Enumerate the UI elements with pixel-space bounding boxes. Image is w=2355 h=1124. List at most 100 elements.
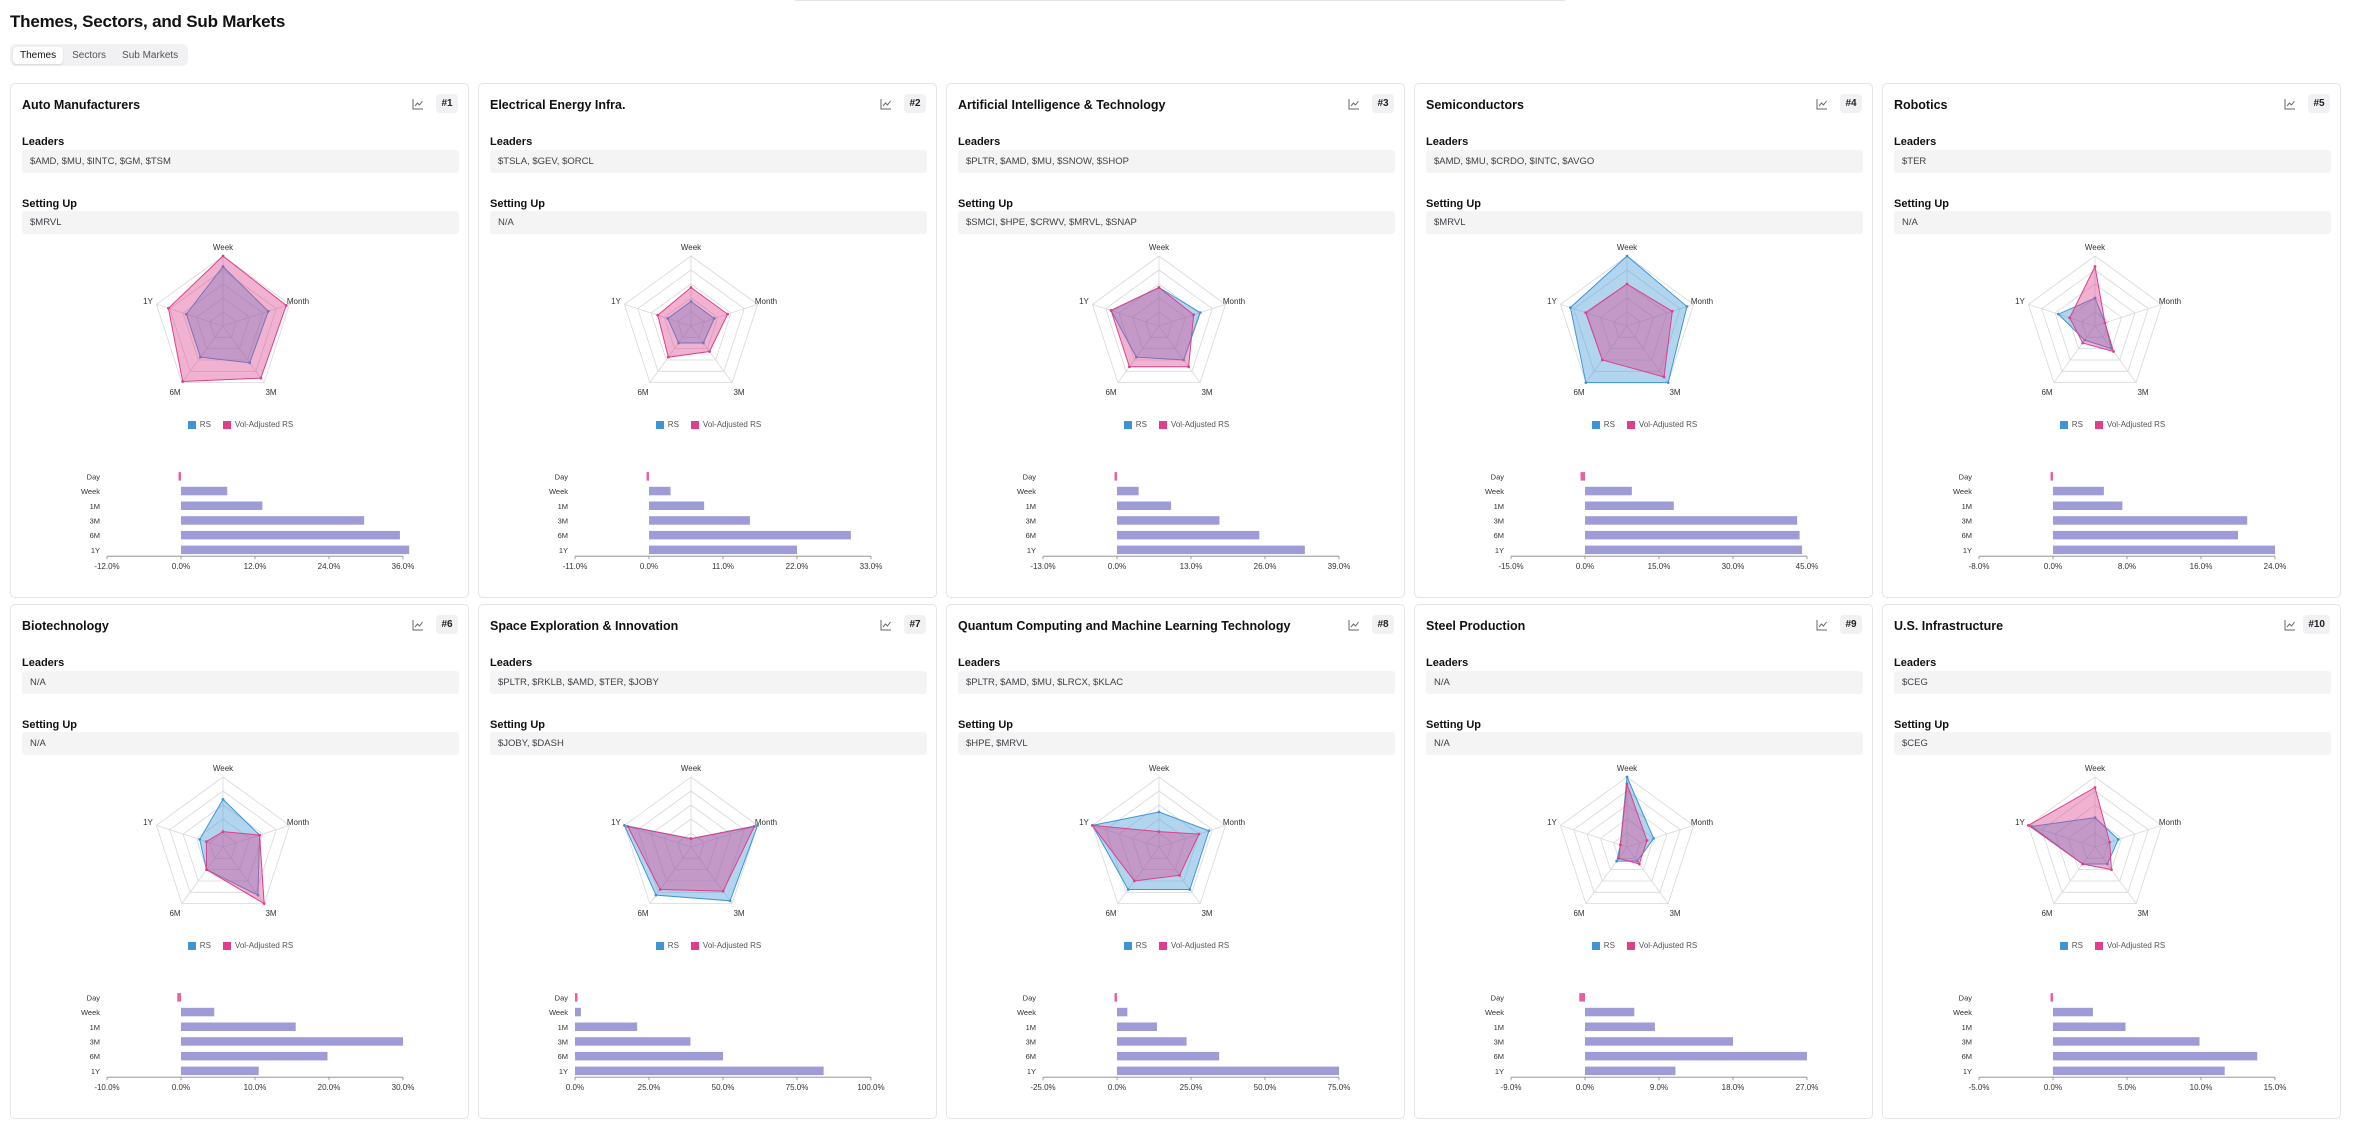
legend-vol-adjusted[interactable]: Vol-Adjusted RS bbox=[2094, 420, 2165, 429]
bar-category-label: 6M bbox=[1962, 1052, 1972, 1061]
bar-x-tick-label: 9.0% bbox=[1650, 1083, 1668, 1092]
legend-vol-label: Vol-Adjusted RS bbox=[1638, 420, 1698, 429]
radar-grid-ring bbox=[209, 311, 237, 338]
rs-swatch bbox=[655, 420, 664, 429]
rank-badge: #9 bbox=[1840, 615, 1862, 634]
legend-vol-adjusted[interactable]: Vol-Adjusted RS bbox=[222, 420, 293, 429]
legend-rs[interactable]: RS bbox=[655, 420, 679, 429]
legend-rs[interactable]: RS bbox=[1123, 420, 1147, 429]
legend-rs[interactable]: RS bbox=[2059, 420, 2083, 429]
radar-point bbox=[1625, 775, 1629, 779]
legend-vol-adjusted[interactable]: Vol-Adjusted RS bbox=[222, 941, 293, 950]
line-chart-icon[interactable] bbox=[412, 98, 424, 110]
tab-sectors[interactable]: Sectors bbox=[72, 49, 107, 61]
theme-card: Electrical Energy Infra. #2 Leaders $TSL… bbox=[478, 83, 937, 598]
card-title: Space Exploration & Innovation bbox=[490, 619, 679, 633]
radar-grid-ring bbox=[1573, 269, 1681, 372]
bar-category-label: Day bbox=[1491, 472, 1505, 481]
bar-category-label: 1M bbox=[1962, 502, 1972, 511]
radar-grid-ring bbox=[1105, 790, 1213, 893]
theme-card: U.S. Infrastructure #10 Leaders $CEG Set… bbox=[1882, 604, 2341, 1119]
legend-rs[interactable]: RS bbox=[2059, 941, 2083, 950]
bar-6m bbox=[2053, 1051, 2258, 1061]
radar-point bbox=[2110, 868, 2113, 872]
radar-spoke bbox=[2028, 303, 2096, 327]
radar-chart: Week Month 3M 6M 1Y bbox=[1079, 764, 1245, 918]
radar-grid-ring bbox=[2041, 790, 2149, 893]
line-chart-icon[interactable] bbox=[2284, 619, 2296, 631]
radar-spoke bbox=[1585, 325, 1628, 383]
setting-up-label: Setting Up bbox=[1894, 198, 1949, 210]
card-title: Biotechnology bbox=[22, 619, 109, 633]
line-chart-icon[interactable] bbox=[880, 619, 892, 631]
bar-1y bbox=[1117, 545, 1305, 555]
legend-rs[interactable]: RS bbox=[187, 420, 211, 429]
line-chart-icon[interactable] bbox=[1348, 619, 1360, 631]
setting-up-value: N/A bbox=[490, 211, 927, 234]
radar-axis-label: Week bbox=[213, 764, 234, 773]
radar-legend: RS Vol-Adjusted RS bbox=[11, 941, 470, 950]
radar-point bbox=[1625, 282, 1629, 286]
bar-x-tick-label: 15.0% bbox=[2264, 1083, 2287, 1092]
line-chart-icon[interactable] bbox=[412, 619, 424, 631]
radar-spoke bbox=[2028, 824, 2096, 848]
bar-x-tick-label: 50.0% bbox=[712, 1083, 735, 1092]
legend-rs[interactable]: RS bbox=[1123, 941, 1147, 950]
tab-sub-markets[interactable]: Sub Markets bbox=[122, 49, 179, 61]
bar-category-label: 1Y bbox=[1963, 546, 1972, 555]
theme-card: Auto Manufacturers #1 Leaders $AMD, $MU,… bbox=[10, 83, 469, 598]
legend-rs[interactable]: RS bbox=[1591, 941, 1615, 950]
setting-up-value: $MRVL bbox=[1426, 211, 1863, 234]
card-title: Auto Manufacturers bbox=[22, 98, 141, 112]
radar-point bbox=[708, 350, 711, 353]
bar-x-tick-label: 75.0% bbox=[1328, 1083, 1351, 1092]
legend-vol-adjusted[interactable]: Vol-Adjusted RS bbox=[1158, 941, 1229, 950]
bar-1y bbox=[1585, 1066, 1676, 1076]
legend-vol-adjusted[interactable]: Vol-Adjusted RS bbox=[2094, 941, 2165, 950]
radar-vol-adjusted-series bbox=[1585, 283, 1673, 378]
bar-x-tick-label: 0.0% bbox=[2044, 562, 2062, 571]
bar-week bbox=[1585, 486, 1632, 496]
line-chart-icon[interactable] bbox=[1816, 98, 1828, 110]
radar-point bbox=[1109, 309, 1113, 312]
tab-themes[interactable]: Themes bbox=[13, 46, 64, 64]
legend-vol-adjusted[interactable]: Vol-Adjusted RS bbox=[690, 941, 761, 950]
radar-point bbox=[2056, 312, 2060, 316]
line-chart-icon[interactable] bbox=[1348, 98, 1360, 110]
legend-rs[interactable]: RS bbox=[655, 941, 679, 950]
radar-grid-ring bbox=[1118, 804, 1200, 882]
radar-rs-series bbox=[1091, 811, 1210, 890]
bar-category-label: 1M bbox=[1026, 502, 1036, 511]
performance-bar-chart: -11.0% 0.0% 11.0% 22.0% 33.0% Day Week 1M 3M 6M 1Y bbox=[549, 472, 882, 571]
bar-category-label: 1M bbox=[1494, 1023, 1504, 1032]
bar-1m bbox=[1585, 1022, 1655, 1031]
bar-week bbox=[2053, 486, 2104, 496]
radar-point bbox=[1615, 859, 1619, 863]
bar-x-tick-label: 30.0% bbox=[1722, 562, 1745, 571]
radar-chart: Week Month 3M 6M 1Y bbox=[1547, 764, 1713, 918]
bar-day bbox=[1114, 472, 1117, 481]
leaders-value: $PLTR, $AMD, $MU, $SNOW, $SHOP bbox=[958, 150, 1395, 173]
bar-x-tick-label: 12.0% bbox=[244, 562, 267, 571]
bar-category-label: 3M bbox=[1026, 1037, 1036, 1046]
legend-vol-adjusted[interactable]: Vol-Adjusted RS bbox=[690, 420, 761, 429]
rs-swatch bbox=[2059, 941, 2068, 950]
page-title: Themes, Sectors, and Sub Markets bbox=[10, 12, 286, 31]
legend-rs[interactable]: RS bbox=[187, 941, 211, 950]
radar-point bbox=[1584, 381, 1588, 385]
radar-point bbox=[654, 893, 658, 897]
legend-vol-adjusted[interactable]: Vol-Adjusted RS bbox=[1158, 420, 1230, 429]
line-chart-icon[interactable] bbox=[2284, 98, 2296, 110]
bar-category-label: 3M bbox=[558, 516, 568, 525]
legend-vol-adjusted[interactable]: Vol-Adjusted RS bbox=[1626, 941, 1697, 950]
radar-axis-label: 6M bbox=[2041, 388, 2052, 397]
legend-vol-adjusted[interactable]: Vol-Adjusted RS bbox=[1626, 420, 1698, 429]
setting-up-value: $HPE, $MRVL bbox=[958, 732, 1395, 755]
radar-axis-label: Week bbox=[1149, 764, 1170, 773]
line-chart-icon[interactable] bbox=[1816, 619, 1828, 631]
legend-rs[interactable]: RS bbox=[1591, 420, 1615, 429]
radar-axis-label: 3M bbox=[265, 909, 276, 918]
bar-category-label: Week bbox=[81, 1008, 100, 1017]
legend-vol-label: Vol-Adjusted RS bbox=[1170, 420, 1230, 429]
line-chart-icon[interactable] bbox=[880, 98, 892, 110]
